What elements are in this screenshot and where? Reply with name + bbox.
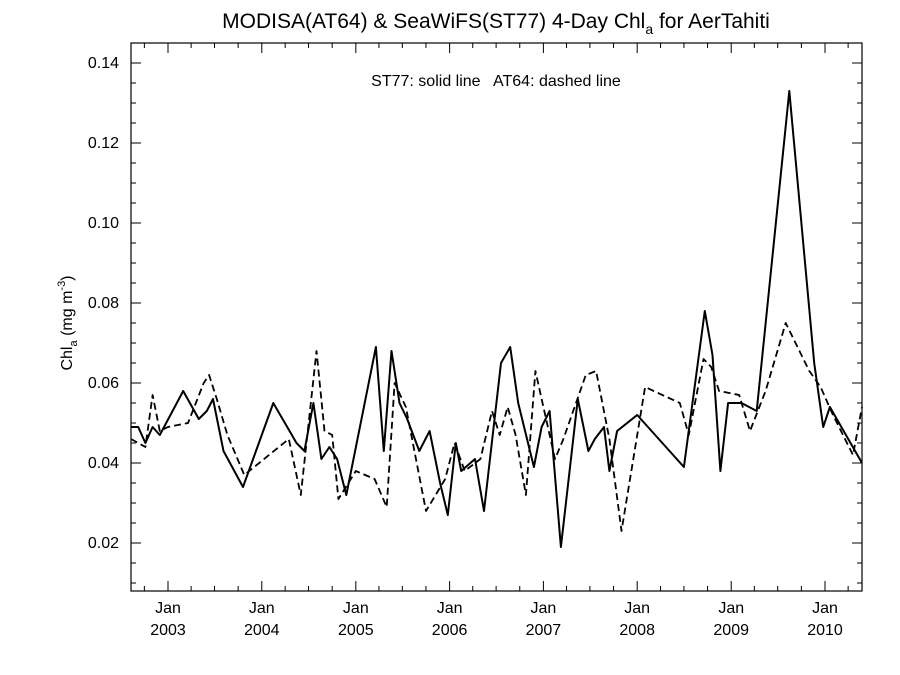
x-tick-label-year: 2003: [150, 622, 186, 639]
x-tick-label-month: Jan: [437, 600, 463, 617]
plot-frame: [130, 42, 863, 592]
legend-annotation: ST77: solid line AT64: dashed line: [371, 73, 621, 90]
y-tick-label: 0.04: [88, 455, 119, 472]
y-tick-label: 0.14: [88, 55, 119, 72]
x-tick-label-year: 2008: [619, 622, 655, 639]
y-tick-label: 0.08: [88, 295, 119, 312]
x-tick-label-month: Jan: [624, 600, 650, 617]
x-tick-label-year: 2004: [244, 622, 280, 639]
y-axis-label-subscript: a: [68, 340, 80, 347]
y-tick-label: 0.12: [88, 135, 119, 152]
y-axis-label-close: ): [59, 275, 76, 280]
plot-area: 0.02 0.04 0.06 0.08 0.10 0.12 0.14 Jan 2003 Jan 20…: [88, 42, 863, 639]
x-tick-label-year: 2007: [526, 622, 562, 639]
y-axis-label: Chla (mg m-3): [56, 275, 80, 370]
x-tick-label-year: 2009: [713, 622, 749, 639]
series-line-st77: [131, 90, 863, 548]
chart-title-main: MODISA(AT64) & SeaWiFS(ST77) 4-Day Chl: [222, 10, 645, 33]
y-axis-label-superscript: -3: [56, 281, 68, 291]
x-tick-label-month: Jan: [530, 600, 556, 617]
x-tick-label-month: Jan: [155, 600, 181, 617]
x-tick-label-year: 2010: [807, 622, 843, 639]
x-tick-label-year: 2005: [338, 622, 374, 639]
y-tick-label: 0.06: [88, 375, 119, 392]
y-axis-label-units: (mg m: [59, 291, 76, 341]
x-tick-label-month: Jan: [249, 600, 275, 617]
x-tick-label-month: Jan: [718, 600, 744, 617]
y-axis-label-base: Chl: [59, 347, 76, 371]
chart-title-subscript: a: [645, 21, 653, 37]
y-tick-label: 0.10: [88, 215, 119, 232]
chart-title: MODISA(AT64) & SeaWiFS(ST77) 4-Day Chla …: [222, 10, 770, 37]
x-tick-label-year: 2006: [432, 622, 468, 639]
chart-title-tail: for AerTahiti: [653, 10, 770, 33]
series-line-at64: [130, 322, 863, 532]
y-tick-label: 0.02: [88, 535, 119, 552]
x-tick-label-month: Jan: [812, 600, 838, 617]
x-tick-label-month: Jan: [343, 600, 369, 617]
